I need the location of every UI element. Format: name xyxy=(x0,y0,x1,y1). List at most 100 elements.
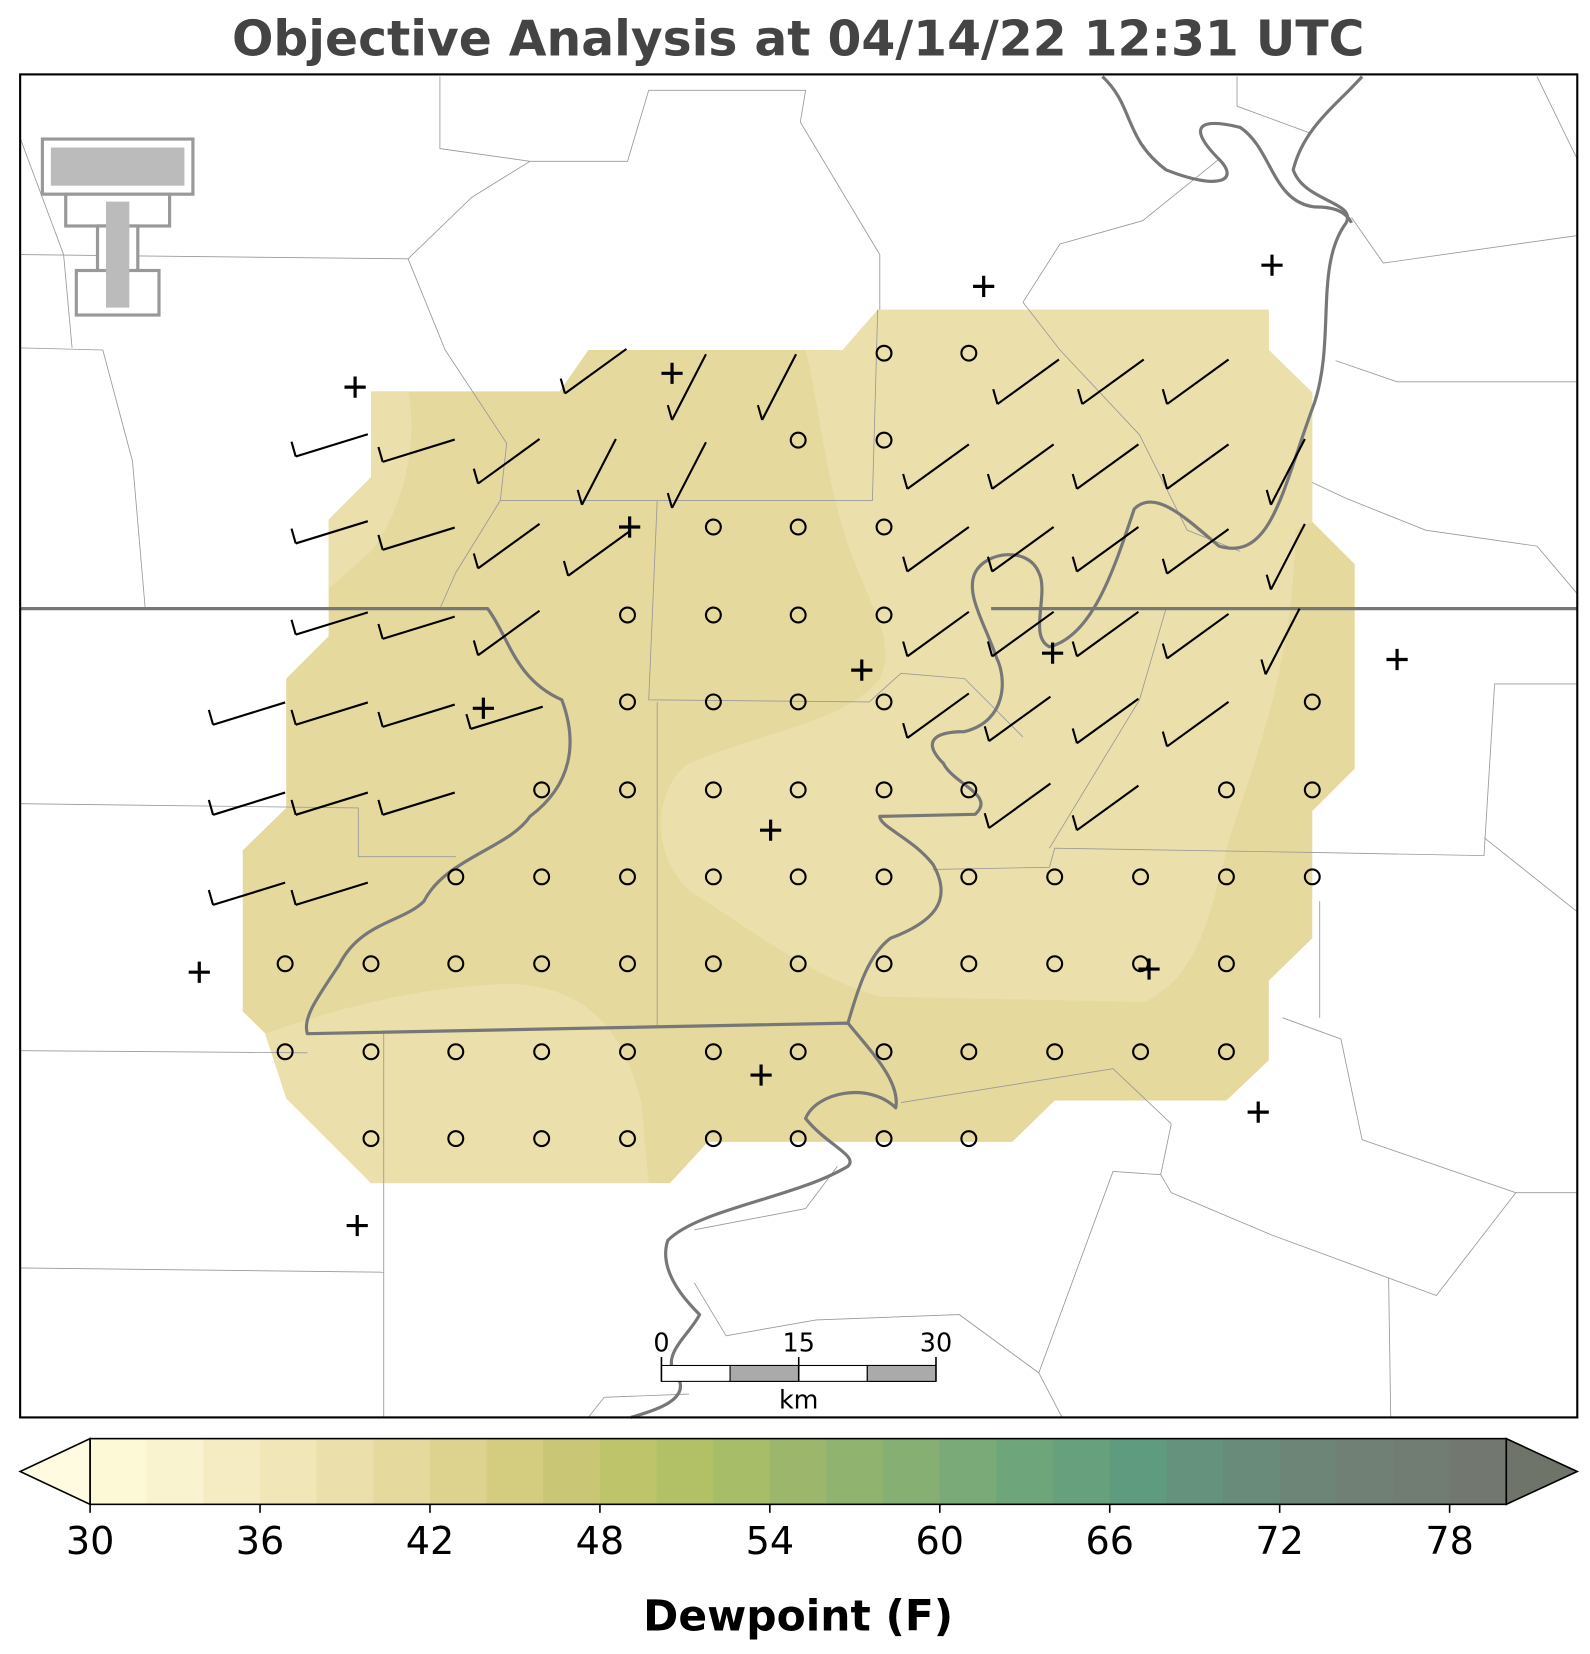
wind-barb xyxy=(906,692,970,739)
wind-barb xyxy=(671,441,707,509)
calm-station xyxy=(960,955,978,973)
wind-barb xyxy=(988,782,1052,829)
wind-barb-tick xyxy=(756,404,764,421)
wind-barb-tick xyxy=(207,889,215,906)
calm-station xyxy=(1217,781,1235,799)
wind-barb-tick xyxy=(377,799,384,816)
title: Objective Analysis at 04/14/22 12:31 UTC xyxy=(232,12,1364,68)
calm-station xyxy=(960,1043,978,1061)
wind-barb-tick xyxy=(576,489,583,506)
county-line xyxy=(20,1267,384,1273)
colorbar-tick-label: 66 xyxy=(1085,1519,1134,1563)
wind-barb-tick xyxy=(986,641,994,657)
wind-barb xyxy=(1166,613,1230,660)
calm-station xyxy=(1132,868,1150,886)
calm-station xyxy=(1046,955,1064,973)
county-line xyxy=(932,683,1578,870)
wind-barb xyxy=(295,611,369,636)
wind-barb xyxy=(1076,443,1140,490)
wind-barb-tick xyxy=(1265,574,1272,590)
colorbar: 30 36 42 48 54 60 66 72 78 Dewpoint (F) xyxy=(18,1437,1580,1640)
missing-station xyxy=(750,1064,772,1086)
calm-station xyxy=(789,955,807,973)
wind-barb xyxy=(470,705,544,730)
county-line xyxy=(439,500,501,609)
logo-part xyxy=(106,201,130,308)
wind-barb-tick xyxy=(290,528,297,544)
wind-barb xyxy=(212,791,286,816)
colorbar-bin xyxy=(429,1438,488,1505)
calm-station xyxy=(704,868,722,886)
calm-station xyxy=(704,606,722,624)
calm-station xyxy=(1217,1043,1235,1061)
wind-barb-tick xyxy=(1161,388,1169,405)
colorbar-bin xyxy=(1166,1438,1224,1505)
wind-barb-tick xyxy=(1071,728,1078,744)
calm-station xyxy=(362,1130,380,1148)
scale-bar-segment xyxy=(866,1364,937,1382)
wind-barb xyxy=(295,520,369,545)
wind-barb xyxy=(991,443,1055,490)
colorbar-label: Dewpoint (F) xyxy=(643,1591,953,1640)
wind-barb xyxy=(477,609,541,657)
county-line xyxy=(20,1050,308,1054)
wind-barb-tick xyxy=(207,709,215,726)
scale-bar-segment xyxy=(729,1364,800,1382)
wind-barb xyxy=(906,610,970,658)
wind-barb-tick xyxy=(902,641,909,657)
wind-barb xyxy=(382,526,456,551)
county-lines xyxy=(19,76,1578,1418)
county-line xyxy=(693,1282,1040,1374)
wind-barb-tick xyxy=(1260,659,1267,675)
wind-barb xyxy=(382,438,456,463)
wind-barb xyxy=(906,526,970,573)
calm-station xyxy=(276,955,294,973)
colorbar-tick-label: 72 xyxy=(1255,1519,1304,1563)
county-line xyxy=(439,76,881,310)
calm-station xyxy=(704,518,722,536)
state-line xyxy=(20,607,898,1419)
wind-barb-tick xyxy=(1077,388,1084,405)
wind-barb xyxy=(1269,438,1306,506)
wind-barb xyxy=(382,703,456,728)
wind-barb-tick xyxy=(1071,641,1078,657)
wind-barb-tick xyxy=(1071,556,1078,572)
wind-barb-tick xyxy=(472,640,480,656)
colorbar-bin xyxy=(316,1438,374,1505)
calm-station xyxy=(447,955,465,973)
colorbar-bin xyxy=(1336,1438,1394,1505)
calm-station xyxy=(533,868,551,886)
calm-station xyxy=(1046,1043,1064,1061)
wind-barb xyxy=(906,443,970,490)
analysis-shading xyxy=(661,309,1313,1002)
calm-station xyxy=(875,518,893,536)
wind-barb-tick xyxy=(562,560,570,577)
missing-station xyxy=(661,362,683,384)
county-line xyxy=(1483,837,1578,913)
calm-station xyxy=(619,606,636,624)
calm-station xyxy=(875,955,893,973)
colorbar-bin xyxy=(373,1438,431,1505)
calm-station xyxy=(789,1043,807,1061)
calm-station xyxy=(789,606,807,624)
wind-barb-tick xyxy=(983,726,990,742)
wind-barb xyxy=(761,353,798,421)
calm-station xyxy=(960,781,978,799)
wind-barb-tick xyxy=(207,799,215,816)
wind-barb-tick xyxy=(377,711,384,728)
scale-bar-label: 0 xyxy=(653,1327,669,1357)
wind-barb xyxy=(671,353,707,421)
wind-barb xyxy=(477,438,541,485)
wind-barb xyxy=(988,695,1052,742)
wind-barb-tick xyxy=(666,404,674,421)
calm-station xyxy=(875,1130,893,1148)
wind-barb-tick xyxy=(290,889,297,906)
calm-station xyxy=(704,1043,722,1061)
calm-station xyxy=(960,1130,978,1148)
calm-station xyxy=(1046,868,1064,886)
wind-barb-tick xyxy=(377,534,384,551)
colorbar-tick-label: 78 xyxy=(1425,1519,1474,1563)
wind-barb xyxy=(1264,608,1301,675)
logo-part xyxy=(50,147,185,186)
wind-barb xyxy=(295,791,369,816)
